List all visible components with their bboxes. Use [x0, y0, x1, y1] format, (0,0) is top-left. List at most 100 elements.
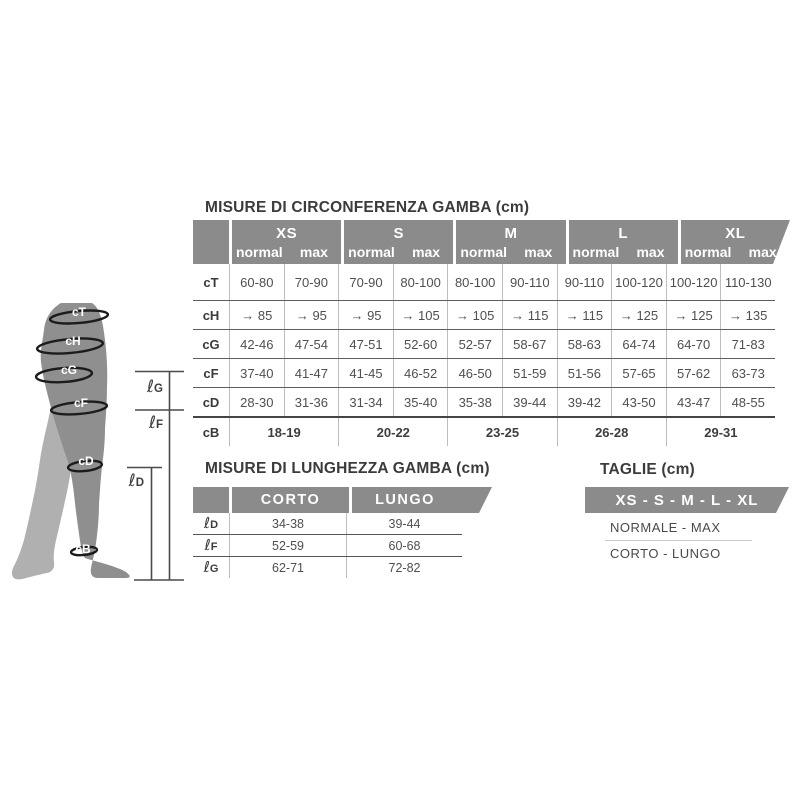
script-l-symbol: ℓ	[203, 514, 211, 532]
cell: 110-130	[720, 264, 775, 300]
cell: 28-30	[229, 388, 284, 416]
cell: → 135	[720, 301, 775, 329]
script-l-symbol: ℓ	[203, 558, 210, 576]
cell: 39-42	[556, 388, 612, 416]
header-corner	[193, 487, 229, 513]
cell: 64-74	[611, 330, 666, 358]
subheader-normal: normal	[572, 243, 620, 260]
row-label: cF	[203, 365, 219, 381]
band-label-cT: cT	[72, 305, 87, 319]
band-label-cF: cF	[74, 396, 88, 410]
row-label: cB	[202, 424, 220, 440]
cell: 72-82	[346, 557, 462, 578]
subheader-max: max	[524, 243, 553, 260]
dim-label-lG: ℓG	[146, 377, 163, 397]
header-lungo: LUNGO	[352, 487, 492, 513]
taglie-sizes-banner: XS - S - M - L - XL	[585, 487, 789, 513]
cell: → 105	[447, 301, 502, 329]
row-label: cG	[202, 336, 220, 352]
leg-front-silhouette	[40, 303, 130, 578]
band-cG	[34, 366, 94, 384]
header-group-s: S normal max	[344, 220, 453, 264]
cell: 46-50	[447, 359, 502, 387]
circumference-title: MISURE DI CIRCONFERENZA GAMBA (cm)	[205, 199, 530, 216]
subheader-normal: normal	[235, 243, 283, 260]
cell: 51-59	[501, 359, 557, 387]
row-label: cH	[202, 307, 220, 323]
cell: 80-100	[447, 264, 502, 300]
row-label-letter: F	[210, 541, 218, 553]
header-corto: CORTO	[232, 487, 349, 513]
cell: → 125	[611, 301, 666, 329]
cell: 39-44	[346, 513, 462, 534]
size-label: S	[393, 224, 405, 242]
cell: 18-19	[229, 418, 338, 446]
size-label: XS	[276, 224, 298, 242]
taglie-divider	[605, 540, 752, 541]
cell: 71-83	[720, 330, 775, 358]
table-row-cG: cG 42-46 47-54 47-51 52-60 52-57 58-67 5…	[193, 330, 775, 359]
cell: 57-62	[665, 359, 721, 387]
cell: → 115	[501, 301, 557, 329]
cell: 41-47	[283, 359, 339, 387]
cell: 35-40	[392, 388, 448, 416]
subheader-normal: normal	[684, 243, 732, 260]
cell: 52-57	[447, 330, 502, 358]
band-label-cG: cG	[61, 363, 77, 377]
header-group-m: M normal max	[456, 220, 565, 264]
cell: 42-46	[229, 330, 284, 358]
cell: → 95	[338, 301, 393, 329]
cell: 39-44	[501, 388, 557, 416]
cell: 100-120	[665, 264, 721, 300]
band-cF	[49, 400, 109, 416]
cell: 29-31	[665, 418, 775, 446]
cell: 70-90	[283, 264, 339, 300]
leg-back-silhouette	[11, 412, 72, 580]
row-label: cT	[203, 274, 219, 290]
table-row-cF: cF 37-40 41-47 41-45 46-52 46-50 51-59 5…	[193, 359, 775, 388]
cell: 60-80	[229, 264, 284, 300]
cell: 90-110	[501, 264, 557, 300]
cell: 51-56	[556, 359, 612, 387]
cell: 63-73	[720, 359, 775, 387]
table-row-cD: cD 28-30 31-36 31-34 35-40 35-38 39-44 3…	[193, 388, 775, 418]
band-label-cB: cB	[75, 542, 91, 556]
length-table-header: CORTO LUNGO	[193, 487, 492, 513]
cell: → 95	[283, 301, 339, 329]
subheader-max: max	[412, 243, 441, 260]
cell: 62-71	[229, 557, 346, 578]
size-label: L	[618, 224, 629, 242]
cell: 52-59	[229, 535, 346, 556]
subheader-max: max	[748, 243, 777, 260]
circumference-table-header: XS normal max S normal max M normal max …	[193, 220, 790, 264]
table-row-cH: cH → 85 → 95 → 95 → 105 → 105 → 115 → 11…	[193, 301, 775, 330]
cell: 26-28	[556, 418, 666, 446]
leg-diagram: cT cH cG cF cD cB ℓG ℓF ℓD	[11, 303, 184, 581]
band-label-cD: cD	[78, 454, 94, 468]
size-label: M	[504, 224, 518, 242]
band-cB	[69, 545, 99, 557]
cell: 34-38	[229, 513, 346, 534]
header-group-xl: XL normal max	[681, 220, 790, 264]
cell: 70-90	[338, 264, 393, 300]
cell: 52-60	[392, 330, 448, 358]
header-group-xs: XS normal max	[232, 220, 341, 264]
band-cH	[35, 337, 105, 355]
cell: 47-54	[283, 330, 339, 358]
cell: 31-36	[283, 388, 339, 416]
cell: 47-51	[338, 330, 393, 358]
subheader-max: max	[299, 243, 328, 260]
size-label: XL	[725, 224, 746, 242]
cell: 23-25	[447, 418, 556, 446]
cell: 90-110	[556, 264, 612, 300]
subheader-max: max	[636, 243, 665, 260]
cell: 35-38	[447, 388, 502, 416]
cell: 31-34	[338, 388, 393, 416]
cell: 80-100	[392, 264, 448, 300]
cell: 64-70	[665, 330, 721, 358]
